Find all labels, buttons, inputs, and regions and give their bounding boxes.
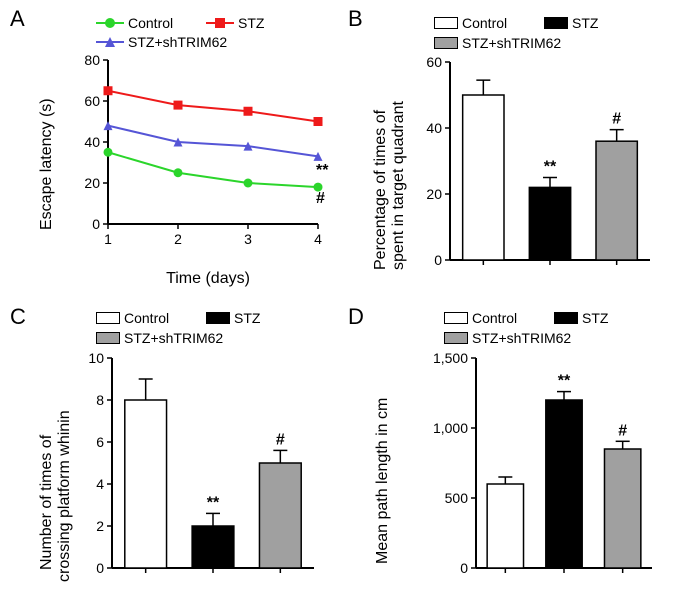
legend-swatch-bar-control <box>434 17 458 29</box>
legend-swatch-bar-control <box>96 312 120 324</box>
panel-c-label: C <box>10 304 26 330</box>
legend-d-stz: STZ <box>554 310 608 326</box>
panel-d: Control STZ STZ+shTRIM62 Mean path lengt… <box>360 310 676 594</box>
svg-text:**: ** <box>558 373 571 390</box>
legend-swatch-bar-stzsh <box>434 37 458 49</box>
legend-swatch-control <box>96 16 124 30</box>
legend-d-control: Control <box>444 310 517 326</box>
legend-swatch-bar-stz <box>544 17 568 29</box>
svg-text:#: # <box>612 111 621 128</box>
panel-a: Control STZ STZ+shTRIM62 Escape latency … <box>28 12 348 290</box>
svg-text:0: 0 <box>434 252 442 268</box>
legend-b-stz: STZ <box>544 15 598 31</box>
svg-text:4: 4 <box>314 231 322 247</box>
legend-d-stzsh: STZ+shTRIM62 <box>444 330 571 346</box>
svg-text:**: ** <box>544 159 557 176</box>
legend-b-stzsh: STZ+shTRIM62 <box>434 35 561 51</box>
figure: A Control STZ STZ+shTRIM62 Escape late <box>0 0 681 602</box>
triangle-icon <box>105 37 115 47</box>
legend-swatch-stz <box>206 16 234 30</box>
panel-a-ylabel: Escape latency (s) <box>38 98 56 230</box>
svg-text:60: 60 <box>84 93 100 109</box>
legend-label: Control <box>462 15 507 31</box>
legend-label: Control <box>472 310 517 326</box>
legend-label: STZ+shTRIM62 <box>472 330 571 346</box>
svg-text:20: 20 <box>84 175 100 191</box>
svg-text:0: 0 <box>96 560 104 576</box>
legend-swatch-bar-stzsh <box>96 332 120 344</box>
panel-b-ylabel-l1: Percentage of times of <box>372 110 390 270</box>
panel-b-ylabel-l2: spent in target quadrant <box>390 101 408 270</box>
panel-d-ylabel: Mean path length in cm <box>374 398 392 564</box>
legend-c-stzsh: STZ+shTRIM62 <box>96 330 223 346</box>
legend-label: Control <box>124 310 169 326</box>
legend-label: STZ+shTRIM62 <box>462 35 561 51</box>
legend-label: STZ <box>572 15 598 31</box>
panel-a-xlabel: Time (days) <box>148 270 268 288</box>
svg-text:60: 60 <box>426 56 442 70</box>
svg-text:**: ** <box>207 494 220 511</box>
legend-a-stz: STZ <box>206 15 264 31</box>
svg-text:40: 40 <box>84 134 100 150</box>
svg-text:1: 1 <box>104 231 112 247</box>
panel-b-chart: 0 20 40 60 ** # <box>420 56 660 274</box>
svg-text:1,000: 1,000 <box>433 420 468 436</box>
svg-text:0: 0 <box>92 216 100 232</box>
legend-a-stzsh: STZ+shTRIM62 <box>96 34 227 50</box>
svg-text:2: 2 <box>96 518 104 534</box>
legend-label: STZ <box>238 15 264 31</box>
panel-a-chart: 0 20 40 60 80 1 2 3 4 <box>76 54 336 254</box>
panel-c-ylabel-l2: crossing platform whinin <box>56 410 74 582</box>
sig-a-stz: ** <box>316 162 328 180</box>
panel-b: Control STZ STZ+shTRIM62 Percentage of t… <box>360 12 676 290</box>
svg-text:#: # <box>618 422 627 439</box>
legend-swatch-bar-control <box>444 312 468 324</box>
legend-label: STZ <box>234 310 260 326</box>
panel-c-ylabel-l1: Number of times of <box>38 435 56 570</box>
legend-swatch-bar-stzsh <box>444 332 468 344</box>
svg-text:500: 500 <box>445 490 469 506</box>
sig-a-stzsh: # <box>316 190 325 208</box>
legend-c-stz: STZ <box>206 310 260 326</box>
panel-a-label: A <box>10 6 25 32</box>
legend-label: Control <box>128 15 173 31</box>
panel-c-chart: 0 2 4 6 8 10 ** # <box>84 352 324 582</box>
legend-swatch-stzsh <box>96 35 124 49</box>
legend-a-control: Control <box>96 15 173 31</box>
svg-text:80: 80 <box>84 54 100 68</box>
panel-d-chart: 0 500 1,000 1,500 ** # <box>432 352 662 582</box>
legend-swatch-bar-stz <box>554 312 578 324</box>
svg-text:0: 0 <box>460 560 468 576</box>
legend-c-control: Control <box>96 310 169 326</box>
svg-text:2: 2 <box>174 231 182 247</box>
legend-label: STZ <box>582 310 608 326</box>
svg-text:1,500: 1,500 <box>433 352 468 366</box>
svg-text:10: 10 <box>88 352 104 366</box>
svg-text:20: 20 <box>426 186 442 202</box>
svg-text:3: 3 <box>244 231 252 247</box>
svg-text:4: 4 <box>96 476 104 492</box>
svg-text:8: 8 <box>96 392 104 408</box>
legend-label: STZ+shTRIM62 <box>124 330 223 346</box>
svg-text:6: 6 <box>96 434 104 450</box>
legend-b-control: Control <box>434 15 507 31</box>
legend-label: STZ+shTRIM62 <box>128 34 227 50</box>
svg-text:#: # <box>276 431 285 448</box>
panel-c: Control STZ STZ+shTRIM62 Number of times… <box>28 310 348 594</box>
svg-text:40: 40 <box>426 120 442 136</box>
legend-swatch-bar-stz <box>206 312 230 324</box>
